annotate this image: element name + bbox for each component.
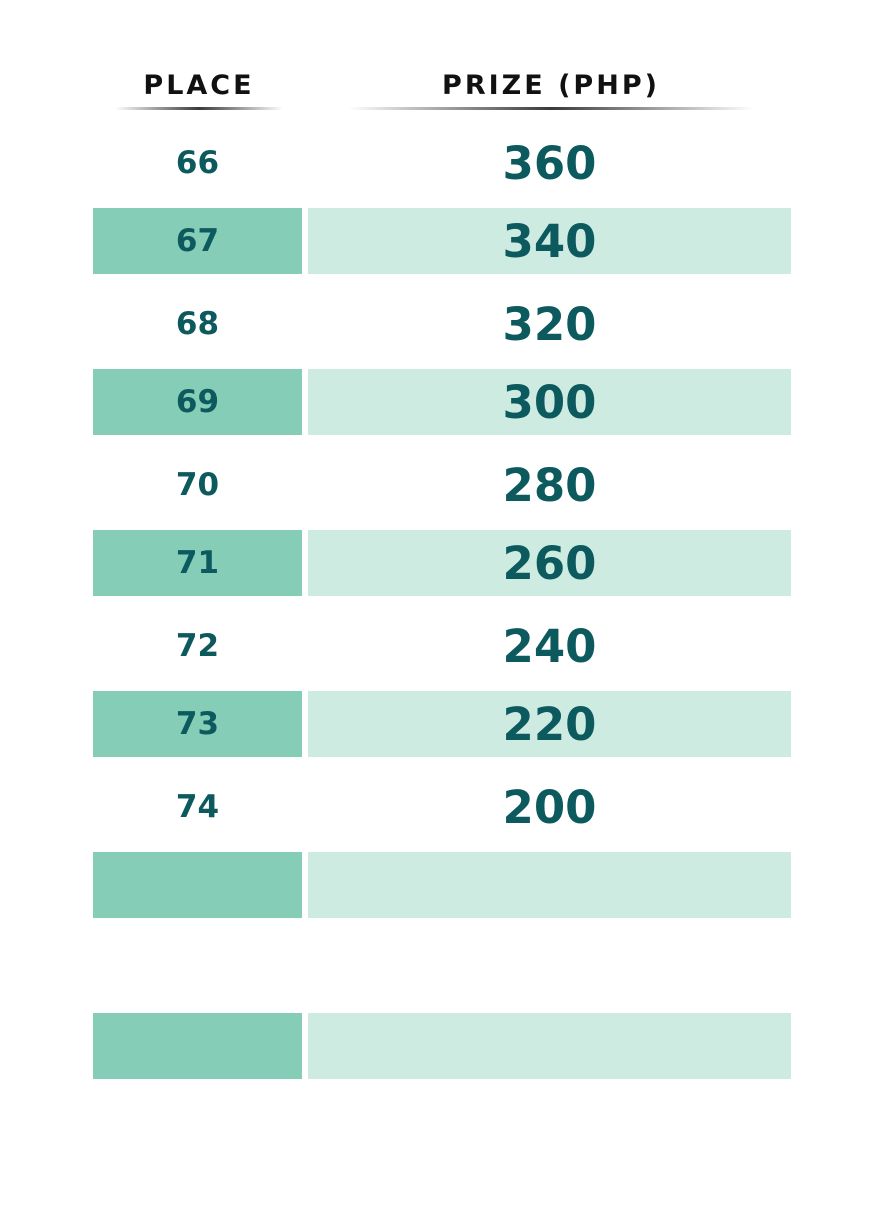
place-header-underline xyxy=(115,107,283,110)
place-cell xyxy=(93,932,302,1004)
table-row xyxy=(93,852,791,918)
table-row: 67 340 xyxy=(93,208,791,274)
place-cell: 68 xyxy=(175,306,220,342)
prize-cell xyxy=(308,852,791,918)
table-row: 70 280 xyxy=(93,449,791,521)
table-row: 74 200 xyxy=(93,771,791,843)
prize-cell xyxy=(308,1013,791,1079)
prize-cell: 260 xyxy=(308,530,791,596)
table-row: 71 260 xyxy=(93,530,791,596)
prize-cell: 320 xyxy=(502,297,597,351)
table-row: 68 320 xyxy=(93,288,791,360)
place-cell: 73 xyxy=(93,691,302,757)
place-cell: 70 xyxy=(175,467,220,503)
table-row: 72 240 xyxy=(93,610,791,682)
prize-cell: 280 xyxy=(502,458,597,512)
place-cell: 66 xyxy=(175,145,220,181)
place-cell: 69 xyxy=(93,369,302,435)
place-cell: 72 xyxy=(175,628,220,664)
table-row: 73 220 xyxy=(93,691,791,757)
table-row xyxy=(93,932,791,1004)
prize-column-header: PRIZE (PHP) xyxy=(442,70,660,101)
prize-cell xyxy=(308,932,791,1004)
prize-cell: 220 xyxy=(308,691,791,757)
table-row: 66 360 xyxy=(93,127,791,199)
place-cell: 71 xyxy=(93,530,302,596)
prize-header-underline xyxy=(348,107,754,110)
prize-cell: 340 xyxy=(308,208,791,274)
prize-table-body: 66 360 67 340 68 320 69 300 70 280 71 26… xyxy=(93,127,791,1093)
place-cell: 67 xyxy=(93,208,302,274)
place-cell xyxy=(93,1013,302,1079)
prize-cell: 200 xyxy=(502,780,597,834)
place-cell: 74 xyxy=(175,789,220,825)
prize-cell: 360 xyxy=(502,136,597,190)
prize-cell: 240 xyxy=(502,619,597,673)
place-column-header: PLACE xyxy=(143,70,255,101)
table-row xyxy=(93,1013,791,1079)
prize-cell: 300 xyxy=(308,369,791,435)
table-row: 69 300 xyxy=(93,369,791,435)
place-cell xyxy=(93,852,302,918)
